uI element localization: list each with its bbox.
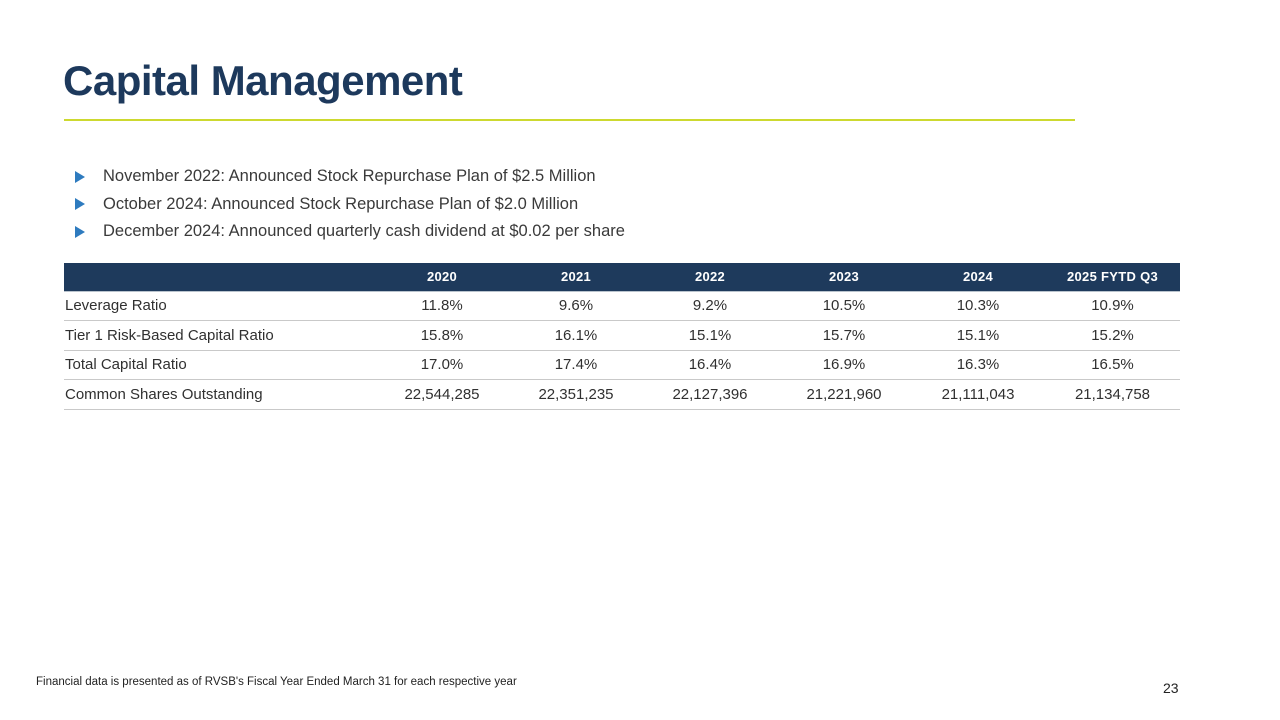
triangle-bullet-icon [75, 225, 85, 238]
column-header-2020: 2020 [375, 263, 509, 292]
bullet-item: November 2022: Announced Stock Repurchas… [75, 163, 625, 191]
row-label: Tier 1 Risk-Based Capital Ratio [64, 320, 375, 351]
triangle-bullet-icon [75, 198, 85, 211]
page-number: 23 [1163, 680, 1179, 696]
triangle-bullet-icon [75, 170, 85, 183]
table-cell: 22,351,235 [509, 379, 643, 410]
table-cell: 15.8% [375, 320, 509, 351]
table-cell: 21,134,758 [1045, 379, 1180, 410]
column-header-blank [64, 263, 375, 292]
table-cell: 17.4% [509, 350, 643, 380]
table-cell: 15.1% [643, 320, 777, 351]
column-header-2022: 2022 [643, 263, 777, 292]
table-cell: 11.8% [375, 291, 509, 321]
column-header-2021: 2021 [509, 263, 643, 292]
table-row-tier1-capital-ratio: Tier 1 Risk-Based Capital Ratio 15.8% 16… [64, 320, 1180, 351]
table-row-common-shares-outstanding: Common Shares Outstanding 22,544,285 22,… [64, 379, 1180, 410]
column-header-2024: 2024 [911, 263, 1045, 292]
row-label: Common Shares Outstanding [64, 379, 375, 410]
table-cell: 15.2% [1045, 320, 1180, 351]
table-cell: 16.1% [509, 320, 643, 351]
table-cell: 22,127,396 [643, 379, 777, 410]
table-cell: 15.7% [777, 320, 911, 351]
table-cell: 9.6% [509, 291, 643, 321]
table-cell: 10.9% [1045, 291, 1180, 321]
footnote: Financial data is presented as of RVSB's… [36, 676, 517, 688]
title-underline [64, 119, 1075, 121]
table-cell: 10.5% [777, 291, 911, 321]
table-cell: 16.3% [911, 350, 1045, 380]
bullet-text: November 2022: Announced Stock Repurchas… [103, 167, 596, 186]
table-cell: 21,111,043 [911, 379, 1045, 410]
table-cell: 16.4% [643, 350, 777, 380]
table-cell: 16.9% [777, 350, 911, 380]
bullet-text: October 2024: Announced Stock Repurchase… [103, 194, 579, 213]
page-title: Capital Management [63, 57, 463, 104]
column-header-2023: 2023 [777, 263, 911, 292]
table-cell: 10.3% [911, 291, 1045, 321]
table-cell: 15.1% [911, 320, 1045, 351]
row-label: Leverage Ratio [64, 291, 375, 321]
table-header-row: 2020 2021 2022 2023 2024 2025 FYTD Q3 [64, 263, 1180, 292]
table-cell: 21,221,960 [777, 379, 911, 410]
table-cell: 17.0% [375, 350, 509, 380]
row-label: Total Capital Ratio [64, 350, 375, 380]
table-row-total-capital-ratio: Total Capital Ratio 17.0% 17.4% 16.4% 16… [64, 350, 1180, 380]
capital-ratios-table: 2020 2021 2022 2023 2024 2025 FYTD Q3 Le… [64, 263, 1180, 410]
table-cell: 9.2% [643, 291, 777, 321]
table-cell: 22,544,285 [375, 379, 509, 410]
bullet-list: November 2022: Announced Stock Repurchas… [75, 163, 625, 246]
bullet-item: October 2024: Announced Stock Repurchase… [75, 191, 625, 219]
column-header-2025-fytd-q3: 2025 FYTD Q3 [1045, 263, 1180, 292]
bullet-text: December 2024: Announced quarterly cash … [103, 222, 625, 241]
table-row-leverage-ratio: Leverage Ratio 11.8% 9.6% 9.2% 10.5% 10.… [64, 291, 1180, 321]
bullet-item: December 2024: Announced quarterly cash … [75, 218, 625, 246]
table-cell: 16.5% [1045, 350, 1180, 380]
